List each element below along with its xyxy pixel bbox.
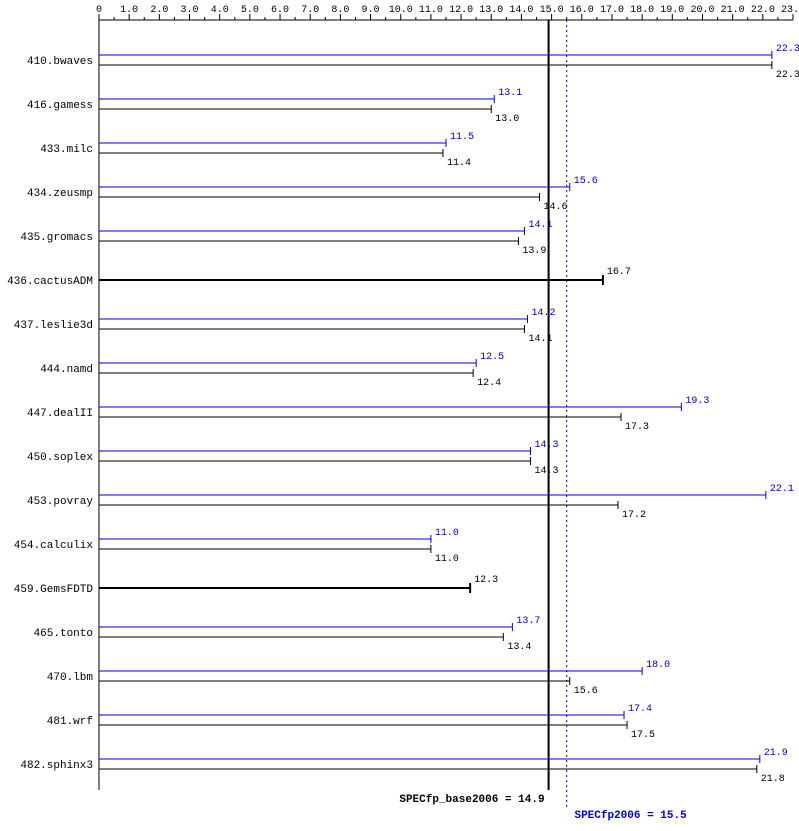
benchmark-rows: 410.bwaves 22.3 22.3 416.gamess 13.1 13.0 433.… (7, 44, 799, 785)
x-tick-label: 8.0 (331, 5, 349, 16)
benchmark-row: 437.leslie3d 14.2 14.1 (14, 308, 556, 345)
base-value: 22.3 (776, 70, 799, 81)
x-tick-label: 0 (96, 5, 102, 16)
base-value: 13.4 (507, 642, 531, 653)
peak-value: 14.3 (534, 440, 558, 451)
single-value: 16.7 (607, 267, 631, 278)
benchmark-label: 465.tonto (34, 628, 93, 640)
x-tick-label: 23.0 (781, 5, 799, 16)
benchmark-row: 450.soplex 14.3 14.3 (27, 440, 559, 477)
benchmark-row: 436.cactusADM 16.7 (7, 267, 631, 288)
x-tick-label: 2.0 (150, 5, 168, 16)
peak-value: 12.5 (480, 352, 504, 363)
base-value: 13.9 (522, 246, 546, 257)
x-tick-label: 22.0 (751, 5, 775, 16)
summary-peak: SPECfp2006 = 15.5 (574, 810, 687, 822)
peak-value: 19.3 (685, 396, 709, 407)
benchmark-row: 416.gamess 13.1 13.0 (27, 88, 522, 125)
benchmark-row: 481.wrf 17.4 17.5 (47, 704, 655, 741)
x-tick-label: 9.0 (362, 5, 380, 16)
benchmark-label: 454.calculix (14, 540, 94, 552)
summary-base: SPECfp_base2006 = 14.9 (399, 794, 544, 806)
x-tick-label: 19.0 (660, 5, 684, 16)
peak-value: 18.0 (646, 660, 670, 671)
specfp-chart: 0 1.0 2.0 3.0 4.0 5.0 6.0 7.0 8.0 9.0 10.0 11.0 12.0… (0, 0, 799, 831)
benchmark-label: 482.sphinx3 (20, 760, 93, 772)
x-tick-label: 12.0 (449, 5, 473, 16)
benchmark-label: 470.lbm (47, 672, 94, 684)
base-value: 11.0 (435, 554, 459, 565)
peak-value: 11.5 (450, 132, 474, 143)
benchmark-row: 447.dealII 19.3 17.3 (27, 396, 709, 433)
benchmark-label: 447.dealII (27, 408, 93, 420)
benchmark-row: 482.sphinx3 21.9 21.8 (20, 748, 787, 785)
base-value: 15.6 (574, 686, 598, 697)
benchmark-label: 450.soplex (27, 452, 93, 464)
benchmark-label: 435.gromacs (20, 232, 93, 244)
peak-value: 21.9 (764, 748, 788, 759)
peak-value: 11.0 (435, 528, 459, 539)
x-tick-label: 5.0 (241, 5, 259, 16)
x-tick-label: 3.0 (181, 5, 199, 16)
benchmark-row: 410.bwaves 22.3 22.3 (27, 44, 799, 81)
benchmark-row: 459.GemsFDTD 12.3 (14, 575, 498, 596)
x-tick-label: 14.0 (509, 5, 533, 16)
base-value: 14.6 (544, 202, 568, 213)
base-value: 13.0 (495, 114, 519, 125)
peak-value: 14.1 (528, 220, 552, 231)
base-value: 14.1 (528, 334, 552, 345)
x-tick-label: 7.0 (301, 5, 319, 16)
benchmark-label: 444.namd (40, 364, 93, 376)
benchmark-row: 433.milc 11.5 11.4 (40, 132, 474, 169)
base-value: 21.8 (761, 774, 785, 785)
peak-value: 22.3 (776, 44, 799, 55)
benchmark-label: 436.cactusADM (7, 276, 93, 288)
x-tick-label: 21.0 (721, 5, 745, 16)
base-value: 12.4 (477, 378, 501, 389)
benchmark-label: 433.milc (40, 144, 93, 156)
benchmark-label: 410.bwaves (27, 56, 93, 68)
benchmark-row: 454.calculix 11.0 11.0 (14, 528, 459, 565)
x-tick-label: 15.0 (540, 5, 564, 16)
x-tick-label: 6.0 (271, 5, 289, 16)
peak-value: 14.2 (531, 308, 555, 319)
x-tick-label: 11.0 (419, 5, 443, 16)
benchmark-row: 453.povray 22.1 17.2 (27, 484, 794, 521)
peak-value: 17.4 (628, 704, 652, 715)
peak-value: 22.1 (770, 484, 794, 495)
summary-labels: SPECfp_base2006 = 14.9 SPECfp2006 = 15.5 (399, 794, 687, 822)
benchmark-row: 465.tonto 13.7 13.4 (34, 616, 541, 653)
benchmark-label: 434.zeusmp (27, 188, 93, 200)
benchmark-label: 453.povray (27, 496, 93, 508)
x-tick-label: 17.0 (600, 5, 624, 16)
benchmark-row: 434.zeusmp 15.6 14.6 (27, 176, 598, 213)
benchmark-label: 481.wrf (47, 716, 93, 728)
x-tick-label: 1.0 (120, 5, 138, 16)
base-value: 17.3 (625, 422, 649, 433)
benchmark-row: 444.namd 12.5 12.4 (40, 352, 504, 389)
x-tick-label: 16.0 (570, 5, 594, 16)
benchmark-label: 416.gamess (27, 100, 93, 112)
base-value: 17.2 (622, 510, 646, 521)
x-tick-label: 20.0 (690, 5, 714, 16)
benchmark-label: 459.GemsFDTD (14, 584, 94, 596)
base-value: 11.4 (447, 158, 471, 169)
benchmark-label: 437.leslie3d (14, 320, 93, 332)
x-tick-label: 4.0 (211, 5, 229, 16)
x-tick-label: 10.0 (389, 5, 413, 16)
peak-value: 15.6 (574, 176, 598, 187)
reference-lines (549, 20, 567, 808)
x-tick-label: 13.0 (479, 5, 503, 16)
benchmark-row: 435.gromacs 14.1 13.9 (20, 220, 552, 257)
peak-value: 13.1 (498, 88, 522, 99)
base-value: 17.5 (631, 730, 655, 741)
base-value: 14.3 (534, 466, 558, 477)
x-axis: 0 1.0 2.0 3.0 4.0 5.0 6.0 7.0 8.0 9.0 10.0 11.0 12.0… (96, 5, 799, 20)
peak-value: 13.7 (516, 616, 540, 627)
single-value: 12.3 (474, 575, 498, 586)
benchmark-row: 470.lbm 18.0 15.6 (47, 660, 670, 697)
x-tick-label: 18.0 (630, 5, 654, 16)
